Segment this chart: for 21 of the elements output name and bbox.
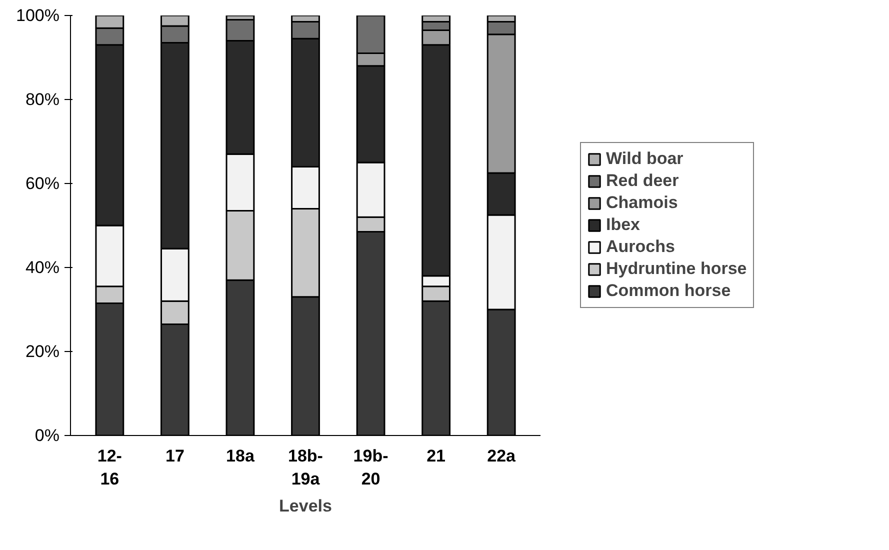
x-tick-label: 12- 16 (97, 446, 122, 488)
x-tick-label: 21 (426, 446, 446, 466)
y-tick-label: 100% (16, 6, 60, 25)
y-tick-label: 80% (25, 90, 60, 109)
x-tick-label: 19b- 20 (353, 446, 388, 488)
legend-label: Common horse (606, 281, 731, 301)
x-tick-label: 17 (165, 446, 184, 466)
legend-label: Ibex (606, 215, 640, 235)
x-tick-label: 18a (226, 446, 255, 466)
y-tick-label: 20% (25, 342, 60, 361)
legend-label: Wild boar (606, 149, 684, 169)
legend-label: Hydruntine horse (606, 259, 747, 279)
y-tick-label: 0% (34, 426, 60, 445)
legend-label: Chamois (606, 193, 678, 213)
x-tick-label: 22a (487, 446, 516, 466)
y-tick-label: 40% (25, 258, 60, 277)
legend-label: Aurochs (606, 237, 675, 257)
y-tick-label: 60% (25, 174, 60, 193)
x-axis-title: Levels (279, 496, 332, 516)
legend-label: Red deer (606, 171, 679, 191)
x-tick-label: 18b- 19a (288, 446, 323, 488)
